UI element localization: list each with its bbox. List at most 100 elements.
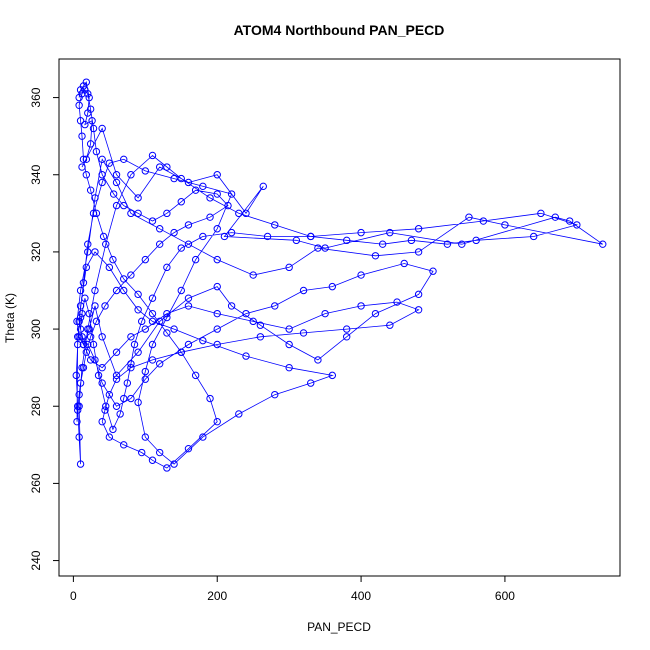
data-point xyxy=(78,309,86,318)
data-point xyxy=(99,232,108,241)
data-point xyxy=(285,363,293,372)
data-point xyxy=(105,263,114,272)
data-point xyxy=(170,460,178,468)
data-point xyxy=(357,271,365,279)
data-point xyxy=(85,309,93,318)
data-point xyxy=(529,232,538,241)
data-point xyxy=(199,182,207,191)
data-point xyxy=(155,317,164,326)
data-point xyxy=(86,356,95,364)
data-point xyxy=(307,232,315,241)
data-point xyxy=(184,340,193,349)
data-point xyxy=(98,363,106,372)
data-point xyxy=(235,209,243,218)
data-point xyxy=(148,340,157,349)
data-point xyxy=(127,360,135,368)
data-point xyxy=(141,167,150,175)
series-layer xyxy=(72,78,607,472)
data-point xyxy=(199,336,207,345)
chart-title: ATOM4 Northbound PAN_PECD xyxy=(234,22,445,38)
data-point xyxy=(199,433,207,441)
data-point xyxy=(84,248,92,256)
data-point xyxy=(76,313,85,322)
data-point xyxy=(74,333,82,341)
data-point xyxy=(148,294,157,302)
x-axis-label: PAN_PECD xyxy=(307,620,371,634)
data-point xyxy=(242,309,250,318)
data-point xyxy=(141,375,150,383)
y-tick-label: 340 xyxy=(29,164,43,184)
data-point xyxy=(101,406,109,414)
data-point xyxy=(74,340,82,349)
data-point xyxy=(213,282,221,291)
data-point xyxy=(213,255,221,264)
data-point xyxy=(386,321,394,329)
data-point xyxy=(120,441,128,449)
data-point xyxy=(84,325,92,333)
data-point xyxy=(342,333,351,341)
data-point xyxy=(199,232,207,241)
data-point xyxy=(127,271,135,279)
data-point xyxy=(357,302,365,310)
data-point xyxy=(75,101,83,109)
data-point xyxy=(227,228,236,237)
data-point xyxy=(328,282,337,291)
data-point xyxy=(127,209,135,218)
data-point xyxy=(127,333,135,341)
y-tick-label: 360 xyxy=(29,87,43,107)
data-point xyxy=(134,209,142,218)
data-point xyxy=(91,194,99,202)
data-point xyxy=(74,406,82,414)
data-point xyxy=(429,267,437,275)
data-point xyxy=(82,171,91,179)
data-point xyxy=(120,155,128,164)
data-point xyxy=(163,163,171,171)
data-point xyxy=(249,271,257,279)
data-point xyxy=(307,379,315,387)
x-axis: 0 200 400 600 xyxy=(70,576,515,603)
data-point xyxy=(407,236,416,245)
x-tick-label: 200 xyxy=(207,589,227,603)
data-point xyxy=(184,240,193,248)
y-tick-label: 240 xyxy=(29,550,43,570)
data-point xyxy=(127,394,135,403)
data-point xyxy=(414,248,423,256)
data-point xyxy=(458,240,466,248)
series-line xyxy=(75,81,603,469)
data-point xyxy=(84,240,92,248)
data-point xyxy=(292,236,301,245)
data-point xyxy=(213,309,221,318)
data-point xyxy=(92,317,101,326)
data-point xyxy=(148,309,157,318)
data-point xyxy=(79,279,88,287)
data-point xyxy=(177,348,185,356)
data-point xyxy=(213,190,221,198)
data-point xyxy=(98,417,106,426)
x-tick-label: 400 xyxy=(351,589,371,603)
data-point xyxy=(86,105,95,113)
data-point xyxy=(235,410,243,418)
data-point xyxy=(191,371,200,380)
data-point xyxy=(249,317,257,326)
y-tick-label: 260 xyxy=(29,473,43,493)
data-point xyxy=(155,240,164,248)
data-point xyxy=(82,263,91,272)
data-point xyxy=(102,402,110,410)
data-point xyxy=(501,221,509,229)
data-point xyxy=(170,174,178,183)
data-point xyxy=(177,174,185,183)
data-point xyxy=(206,194,214,202)
data-point xyxy=(400,259,408,268)
data-point xyxy=(443,240,452,248)
data-point xyxy=(184,294,193,302)
data-point xyxy=(148,356,157,364)
data-point xyxy=(92,209,101,218)
data-point xyxy=(184,444,193,453)
data-point xyxy=(84,90,92,98)
data-point xyxy=(109,255,117,264)
data-point xyxy=(86,140,95,148)
y-axis: 240 260 280 300 320 340 360 xyxy=(29,87,59,571)
data-point xyxy=(299,286,308,295)
data-point xyxy=(314,356,322,364)
data-point xyxy=(98,171,106,179)
